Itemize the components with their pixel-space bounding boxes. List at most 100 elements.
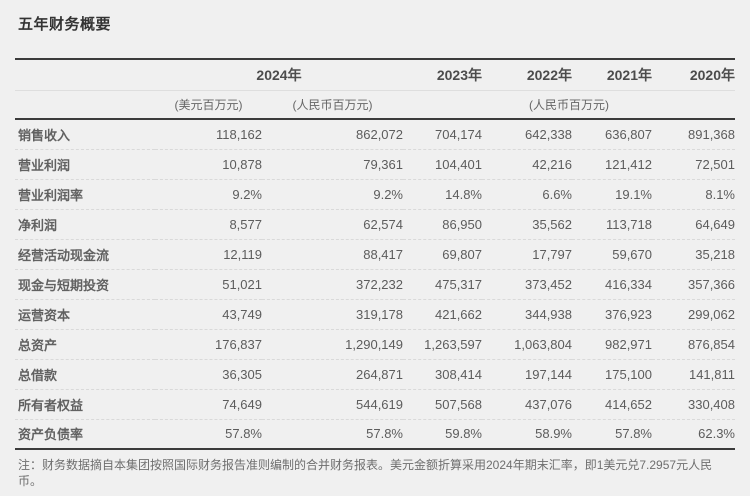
table-cell: 62.3% [698,426,735,442]
table-cell: 891,368 [688,126,735,142]
unit-usd-millions: (美元百万元) [155,90,262,120]
table-cell: 264,871 [356,366,403,382]
table-cell: 59,670 [612,246,652,262]
row-label: 净利润 [18,217,58,233]
table-cell: 704,174 [435,126,482,142]
table-cell: 299,062 [688,306,735,322]
table-cell: 1,263,597 [424,336,482,352]
table-cell: 6.6% [542,186,572,202]
table-cell: 14.8% [445,186,482,202]
table-cell: 373,452 [525,276,572,292]
table-cell: 1,063,804 [514,336,572,352]
table-cell: 104,401 [435,156,482,172]
table-cell: 642,338 [525,126,572,142]
table-cell: 72,501 [695,156,735,172]
table-cell: 43,749 [222,306,262,322]
table-cell: 35,562 [532,216,572,232]
table-cell: 8.1% [705,186,735,202]
year-header-row: 2024年 2023年 2022年 2021年 2020年 [15,59,735,91]
table-cell: 69,807 [442,246,482,262]
table-cell: 330,408 [688,396,735,412]
table-cell: 416,334 [605,276,652,292]
table-cell: 86,950 [442,216,482,232]
table-cell: 175,100 [605,366,652,382]
table-cell: 113,718 [605,216,652,232]
units-header-row: (美元百万元) (人民币百万元) (人民币百万元) [15,90,735,120]
table-cell: 79,361 [363,156,403,172]
row-label: 总资产 [18,337,58,353]
table-row: 资产负债率 57.8% 57.8% 59.8% 58.9% 57.8% 62.3… [15,419,735,449]
row-label: 经营活动现金流 [18,247,110,263]
table-cell: 8,577 [229,216,262,232]
table-cell: 36,305 [222,366,262,382]
table-cell: 88,417 [363,246,403,262]
row-label: 营业利润 [18,157,71,173]
table-cell: 9.2% [373,186,403,202]
unit-rmb-millions-span: (人民币百万元) [403,90,735,120]
financial-table: 2024年 2023年 2022年 2021年 2020年 (美元百万元) (人… [15,58,735,450]
table-cell: 64,649 [695,216,735,232]
header-year-2022: 2022年 [482,59,572,91]
table-cell: 74,649 [222,396,262,412]
header-year-2023: 2023年 [403,59,482,91]
table-cell: 475,317 [435,276,482,292]
table-cell: 636,807 [605,126,652,142]
table-cell: 141,811 [688,366,735,382]
table-body: 销售收入 118,162 862,072 704,174 642,338 636… [15,119,735,449]
table-cell: 544,619 [356,396,403,412]
table-cell: 57.8% [615,426,652,442]
table-cell: 421,662 [435,306,482,322]
table-head: 2024年 2023年 2022年 2021年 2020年 (美元百万元) (人… [15,59,735,120]
table-cell: 118,162 [215,126,262,142]
table-cell: 51,021 [222,276,262,292]
row-label: 运营资本 [18,307,71,323]
financial-summary-table-wrap: 2024年 2023年 2022年 2021年 2020年 (美元百万元) (人… [15,58,735,450]
header-year-2024: 2024年 [155,59,403,91]
table-cell: 42,216 [532,156,572,172]
table-row: 营业利润 10,878 79,361 104,401 42,216 121,41… [15,149,735,179]
row-label: 总借款 [18,367,58,383]
table-cell: 319,178 [356,306,403,322]
table-cell: 372,232 [356,276,403,292]
header-spacer [15,59,155,91]
table-row: 运营资本 43,749 319,178 421,662 344,938 376,… [15,299,735,329]
table-cell: 344,938 [525,306,572,322]
header-year-2020: 2020年 [652,59,735,91]
header-year-2021: 2021年 [572,59,652,91]
table-cell: 176,837 [215,336,262,352]
footnote: 注：财务数据摘自本集团按照国际财务报告准则编制的合并财务报表。美元金额折算采用2… [15,450,735,496]
table-cell: 414,652 [605,396,652,412]
table-cell: 9.2% [232,186,262,202]
table-cell: 57.8% [225,426,262,442]
row-label: 资产负债率 [18,427,84,443]
table-row: 净利润 8,577 62,574 86,950 35,562 113,718 6… [15,209,735,239]
units-spacer [15,90,155,120]
table-cell: 982,971 [605,336,652,352]
table-cell: 437,076 [525,396,572,412]
table-row: 营业利润率 9.2% 9.2% 14.8% 6.6% 19.1% 8.1% [15,179,735,209]
table-cell: 876,854 [688,336,735,352]
table-cell: 10,878 [222,156,262,172]
table-cell: 57.8% [366,426,403,442]
table-row: 总资产 176,837 1,290,149 1,263,597 1,063,80… [15,329,735,359]
table-cell: 376,923 [605,306,652,322]
table-cell: 12,119 [223,246,262,262]
table-cell: 58.9% [535,426,572,442]
table-cell: 121,412 [605,156,652,172]
table-cell: 35,218 [695,246,735,262]
table-cell: 862,072 [356,126,403,142]
table-cell: 59.8% [445,426,482,442]
table-cell: 62,574 [363,216,403,232]
table-cell: 308,414 [435,366,482,382]
row-label: 营业利润率 [18,187,84,203]
page-title: 五年财务概要 [18,16,112,33]
table-row: 现金与短期投资 51,021 372,232 475,317 373,452 4… [15,269,735,299]
table-row: 总借款 36,305 264,871 308,414 197,144 175,1… [15,359,735,389]
table-row: 所有者权益 74,649 544,619 507,568 437,076 414… [15,389,735,419]
table-cell: 19.1% [615,186,652,202]
row-label: 现金与短期投资 [18,277,110,293]
table-cell: 507,568 [435,396,482,412]
unit-rmb-millions-2024: (人民币百万元) [262,90,403,120]
table-cell: 357,366 [688,276,735,292]
table-cell: 17,797 [532,246,572,262]
